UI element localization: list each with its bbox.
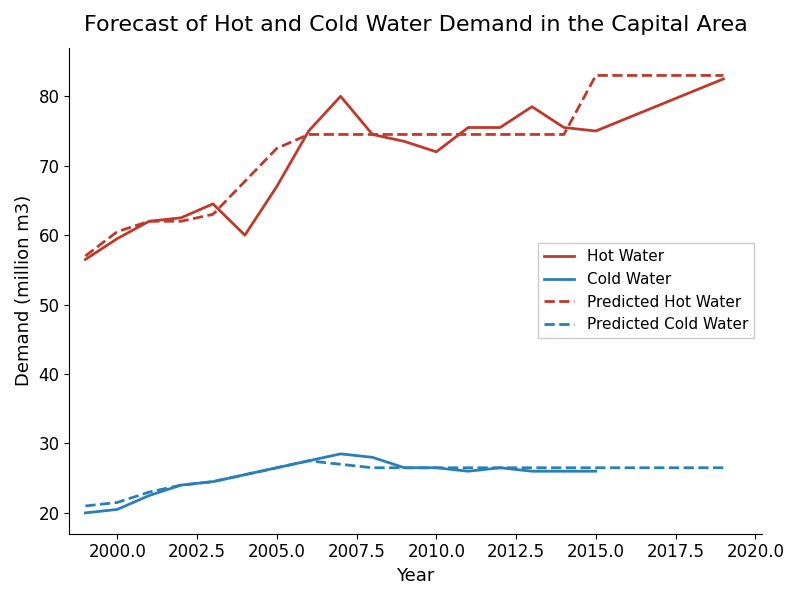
Legend: Hot Water, Cold Water, Predicted Hot Water, Predicted Cold Water: Hot Water, Cold Water, Predicted Hot Wat… <box>538 243 754 338</box>
Predicted Cold Water <box>208 478 218 485</box>
Predicted Hot Water <box>527 131 537 138</box>
Hot Water <box>336 92 346 100</box>
Predicted Hot Water <box>176 218 186 225</box>
Hot Water <box>272 183 282 190</box>
Cold Water <box>208 478 218 485</box>
Predicted Cold Water <box>686 464 696 472</box>
Predicted Cold Water <box>431 464 441 472</box>
Hot Water <box>240 232 250 239</box>
Cold Water <box>591 467 601 475</box>
Cold Water <box>368 454 378 461</box>
Predicted Cold Water <box>81 502 90 509</box>
Hot Water <box>304 127 314 134</box>
Hot Water <box>463 124 473 131</box>
Cold Water <box>527 467 537 475</box>
Line: Cold Water: Cold Water <box>86 454 596 513</box>
Cold Water <box>431 464 441 472</box>
Predicted Cold Water <box>495 464 505 472</box>
Predicted Hot Water <box>304 131 314 138</box>
Predicted Hot Water <box>463 131 473 138</box>
Predicted Cold Water <box>176 482 186 489</box>
Line: Hot Water: Hot Water <box>86 79 723 259</box>
Cold Water <box>399 464 409 472</box>
Predicted Cold Water <box>655 464 665 472</box>
Cold Water <box>463 467 473 475</box>
Predicted Hot Water <box>718 72 728 79</box>
Cold Water <box>240 471 250 478</box>
Cold Water <box>144 492 154 499</box>
Hot Water <box>431 148 441 155</box>
Predicted Hot Water <box>368 131 378 138</box>
Hot Water <box>527 103 537 110</box>
Cold Water <box>495 464 505 472</box>
Predicted Hot Water <box>144 218 154 225</box>
Predicted Hot Water <box>495 131 505 138</box>
Predicted Cold Water <box>304 457 314 464</box>
Cold Water <box>81 509 90 517</box>
Hot Water <box>399 138 409 145</box>
Hot Water <box>208 200 218 208</box>
Predicted Cold Water <box>591 464 601 472</box>
Predicted Cold Water <box>113 499 122 506</box>
Predicted Hot Water <box>431 131 441 138</box>
Hot Water <box>144 218 154 225</box>
Cold Water <box>176 482 186 489</box>
Predicted Hot Water <box>655 72 665 79</box>
Predicted Hot Water <box>272 145 282 152</box>
Hot Water <box>559 124 569 131</box>
Predicted Hot Water <box>208 211 218 218</box>
Title: Forecast of Hot and Cold Water Demand in the Capital Area: Forecast of Hot and Cold Water Demand in… <box>84 15 747 35</box>
Predicted Hot Water <box>559 131 569 138</box>
Predicted Cold Water <box>368 464 378 472</box>
Hot Water <box>176 214 186 221</box>
Line: Predicted Hot Water: Predicted Hot Water <box>86 76 723 256</box>
Y-axis label: Demand (million m3): Demand (million m3) <box>15 195 33 386</box>
Predicted Cold Water <box>144 488 154 496</box>
Predicted Cold Water <box>336 461 346 468</box>
Cold Water <box>336 450 346 457</box>
Predicted Cold Water <box>527 464 537 472</box>
Hot Water <box>81 256 90 263</box>
Predicted Cold Water <box>463 464 473 472</box>
Predicted Hot Water <box>81 253 90 260</box>
Predicted Cold Water <box>240 471 250 478</box>
Hot Water <box>495 124 505 131</box>
Hot Water <box>591 127 601 134</box>
Predicted Hot Water <box>591 72 601 79</box>
Cold Water <box>272 464 282 472</box>
Predicted Cold Water <box>623 464 633 472</box>
Predicted Hot Water <box>623 72 633 79</box>
Hot Water <box>718 76 728 83</box>
Cold Water <box>304 457 314 464</box>
Predicted Hot Water <box>399 131 409 138</box>
Cold Water <box>113 506 122 513</box>
Predicted Hot Water <box>113 228 122 235</box>
Hot Water <box>368 131 378 138</box>
Hot Water <box>113 235 122 242</box>
Predicted Cold Water <box>559 464 569 472</box>
Predicted Hot Water <box>336 131 346 138</box>
Line: Predicted Cold Water: Predicted Cold Water <box>86 461 723 506</box>
Predicted Cold Water <box>718 464 728 472</box>
Predicted Cold Water <box>272 464 282 472</box>
Predicted Hot Water <box>686 72 696 79</box>
Predicted Cold Water <box>399 464 409 472</box>
Cold Water <box>559 467 569 475</box>
X-axis label: Year: Year <box>396 567 434 585</box>
